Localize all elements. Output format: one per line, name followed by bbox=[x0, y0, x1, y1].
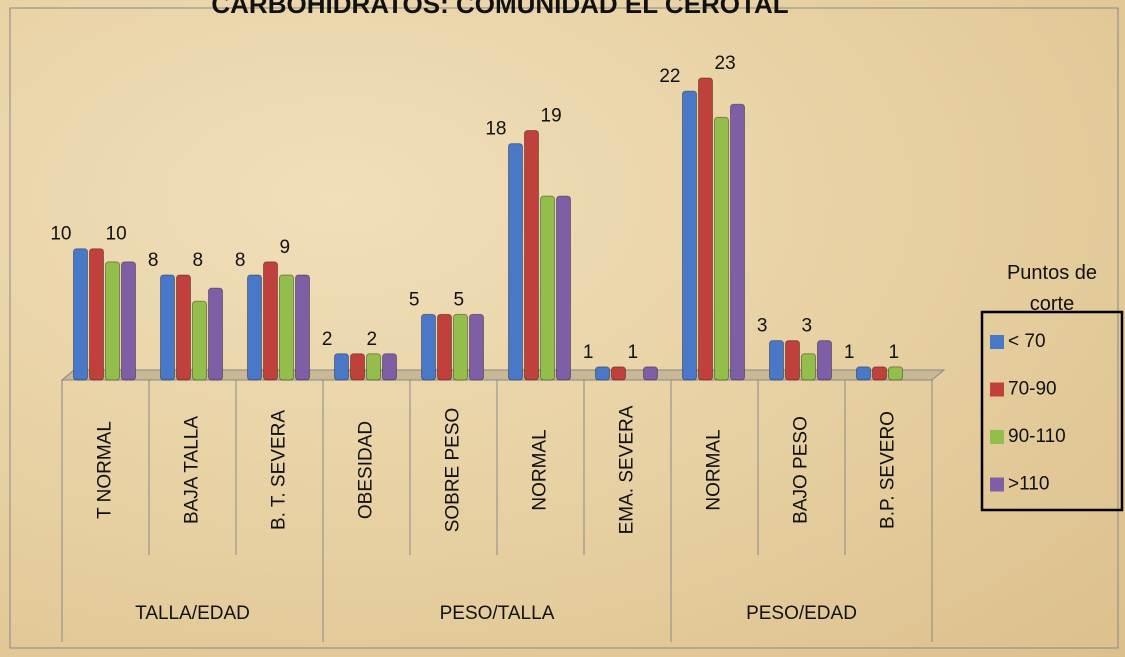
legend-swatch bbox=[990, 430, 1004, 444]
bar bbox=[856, 366, 871, 381]
x-tick-label: NORMAL bbox=[530, 429, 551, 510]
legend-label: 90-110 bbox=[1008, 426, 1066, 447]
bar bbox=[785, 340, 800, 381]
bar bbox=[366, 353, 381, 381]
data-label: 8 bbox=[148, 250, 159, 271]
x-tick-label: B.P. SEVERO bbox=[878, 411, 899, 529]
group-label: TALLA/EDAD bbox=[135, 603, 250, 624]
data-label: 8 bbox=[193, 250, 204, 271]
bar bbox=[508, 143, 523, 381]
x-tick-label: SOBRE PESO bbox=[443, 408, 464, 533]
data-label: 23 bbox=[715, 53, 736, 74]
legend-box bbox=[980, 310, 1124, 512]
bar bbox=[540, 195, 555, 381]
bar bbox=[595, 366, 610, 381]
data-label: 1 bbox=[628, 342, 639, 363]
data-label: 5 bbox=[409, 289, 420, 310]
legend-label: >110 bbox=[1008, 474, 1049, 495]
bar bbox=[334, 353, 349, 381]
legend-swatch bbox=[990, 335, 1004, 349]
bar bbox=[888, 366, 903, 381]
bar bbox=[872, 366, 887, 381]
bar bbox=[295, 274, 310, 381]
legend-swatch bbox=[990, 382, 1004, 397]
bar bbox=[524, 130, 539, 381]
bar bbox=[730, 103, 745, 381]
bar bbox=[89, 248, 104, 381]
data-label: 10 bbox=[50, 224, 71, 245]
bar bbox=[611, 366, 626, 381]
data-label: 1 bbox=[889, 342, 900, 363]
bar bbox=[556, 195, 571, 381]
data-label: 3 bbox=[802, 316, 813, 337]
data-label: 1 bbox=[844, 342, 855, 363]
bar bbox=[769, 340, 784, 381]
x-tick-label: OBESIDAD bbox=[356, 421, 377, 519]
legend-label: < 70 bbox=[1008, 331, 1046, 352]
bar bbox=[247, 274, 262, 381]
bar bbox=[801, 353, 816, 381]
bar bbox=[698, 77, 713, 381]
bar bbox=[714, 116, 729, 381]
bar bbox=[192, 300, 207, 381]
bar bbox=[682, 90, 697, 381]
bar bbox=[437, 313, 452, 381]
chart-title: CARBOHIDRATOS: COMUNIDAD EL CEROTAL bbox=[211, 0, 788, 19]
x-tick-label: BAJA TALLA bbox=[182, 416, 203, 524]
data-label: 9 bbox=[280, 237, 291, 258]
x-tick-label: BAJO PESO bbox=[791, 416, 812, 524]
bar bbox=[350, 353, 365, 381]
data-label: 18 bbox=[485, 119, 506, 140]
legend-label: 70-90 bbox=[1008, 379, 1057, 400]
bar bbox=[176, 274, 191, 381]
data-label: 2 bbox=[367, 329, 378, 350]
bar bbox=[469, 313, 484, 381]
data-label: 19 bbox=[541, 106, 562, 127]
bar bbox=[121, 261, 136, 381]
group-label: PESO/TALLA bbox=[440, 603, 555, 624]
bar bbox=[279, 274, 294, 381]
x-tick-label: T NORMAL bbox=[95, 421, 116, 519]
legend-title: Puntos de corte bbox=[1006, 262, 1098, 315]
group-label: PESO/EDAD bbox=[746, 603, 857, 624]
bar bbox=[73, 248, 88, 381]
bar bbox=[263, 261, 278, 381]
x-tick-label: EMA. SEVERA bbox=[617, 405, 638, 534]
bar bbox=[382, 353, 397, 381]
bar bbox=[208, 287, 223, 381]
bar bbox=[817, 340, 832, 381]
data-label: 8 bbox=[235, 250, 246, 271]
data-label: 22 bbox=[659, 66, 680, 87]
bar bbox=[160, 274, 175, 381]
bar bbox=[421, 313, 436, 381]
data-label: 3 bbox=[757, 316, 768, 337]
x-tick-label: NORMAL bbox=[704, 429, 725, 510]
data-label: 2 bbox=[322, 329, 333, 350]
legend-swatch bbox=[990, 477, 1004, 492]
bar bbox=[453, 313, 468, 381]
bar bbox=[643, 366, 658, 381]
x-tick-label: B. T. SEVERA bbox=[269, 410, 290, 530]
data-label: 10 bbox=[106, 224, 127, 245]
frame bbox=[9, 7, 1119, 649]
data-label: 5 bbox=[454, 289, 465, 310]
bar bbox=[105, 261, 120, 381]
data-label: 1 bbox=[583, 342, 594, 363]
